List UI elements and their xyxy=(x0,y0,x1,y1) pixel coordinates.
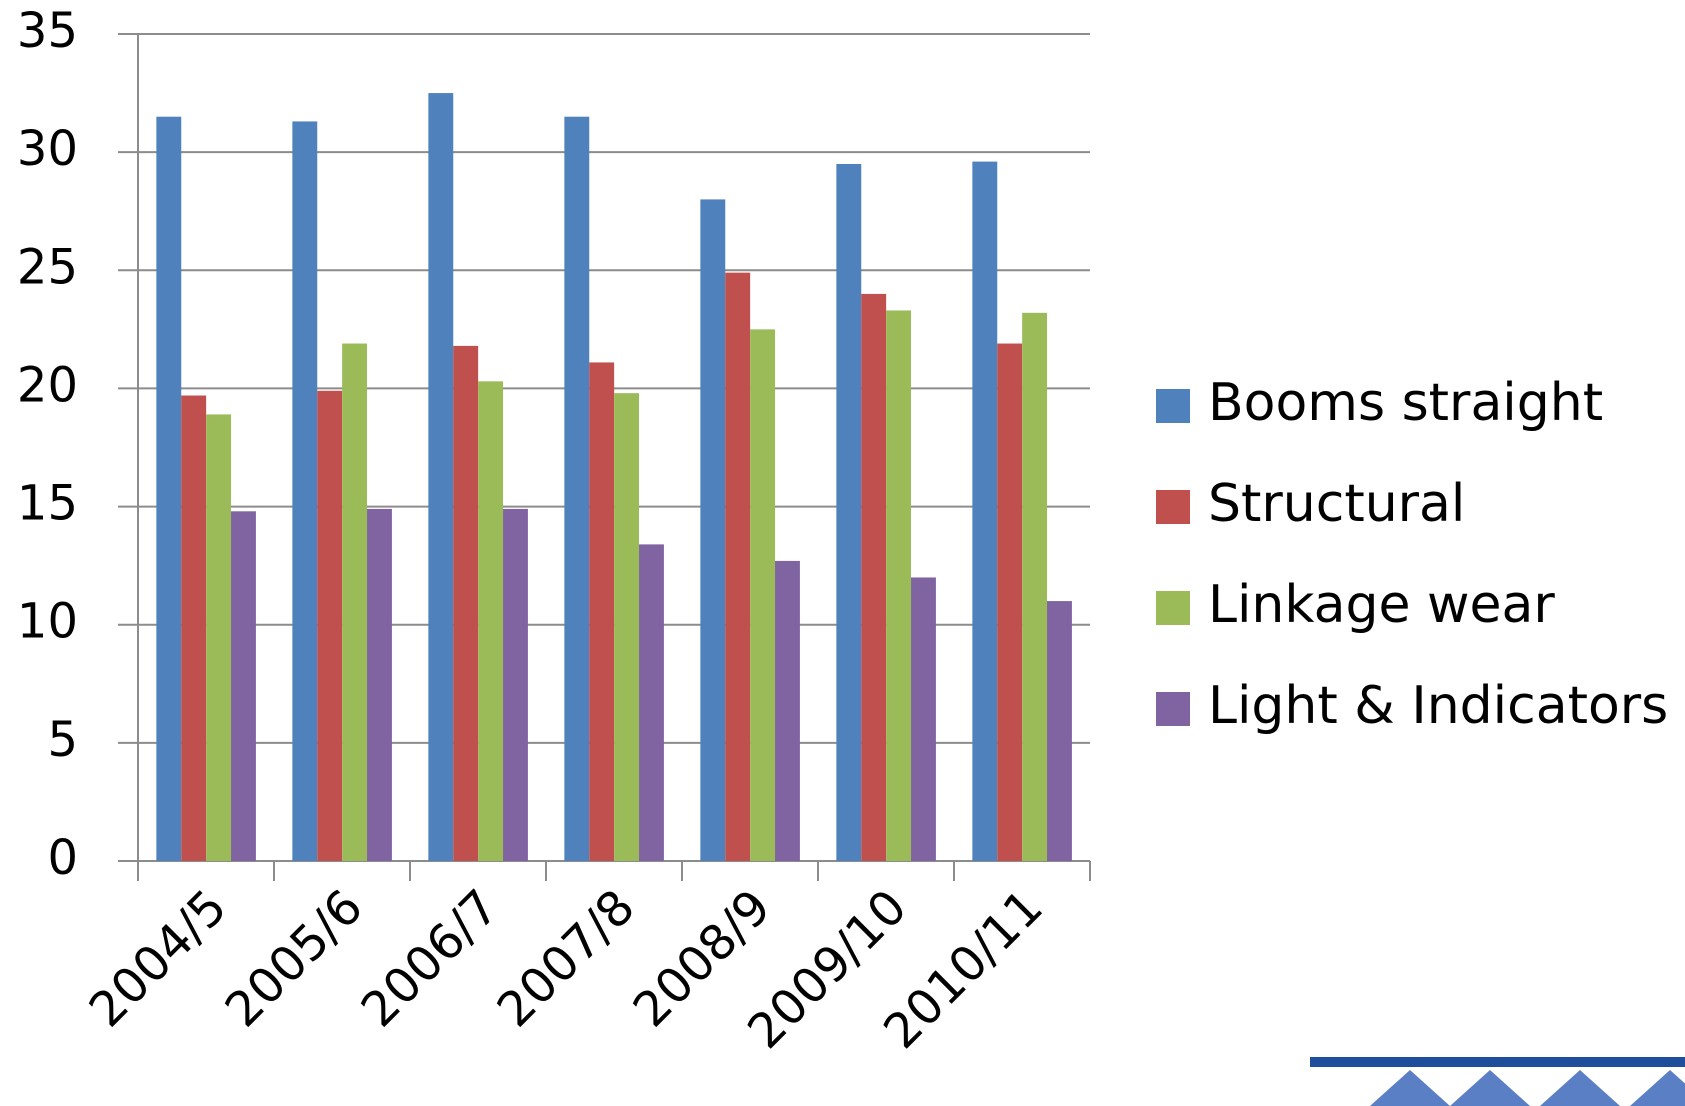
logo xyxy=(1310,1057,1685,1106)
bar xyxy=(503,508,528,861)
bar xyxy=(317,390,343,861)
bar xyxy=(1022,312,1048,861)
legend-label: Structural xyxy=(1208,474,1465,534)
y-tick-label: 10 xyxy=(17,594,78,650)
bar xyxy=(342,343,368,861)
bar xyxy=(292,121,318,861)
bar xyxy=(639,544,664,861)
x-tick-label: 2007/8 xyxy=(487,879,646,1038)
logo-shape xyxy=(1450,1070,1530,1106)
logo-shape xyxy=(1370,1070,1450,1106)
bar xyxy=(700,199,726,861)
y-tick-label: 0 xyxy=(47,830,78,886)
x-tick-label: 2005/6 xyxy=(215,879,374,1038)
legend-swatch xyxy=(1156,389,1190,423)
bar xyxy=(231,511,256,861)
bar xyxy=(725,272,751,861)
logo-bar xyxy=(1310,1057,1685,1067)
bar xyxy=(997,343,1023,861)
y-tick-label: 20 xyxy=(17,357,78,413)
logo-shape xyxy=(1630,1070,1685,1106)
y-tick-label: 25 xyxy=(17,239,78,295)
bar xyxy=(478,381,504,861)
bar xyxy=(972,161,998,861)
y-tick-label: 30 xyxy=(17,121,78,177)
bar xyxy=(564,116,590,861)
bar xyxy=(861,293,887,861)
logo-shape xyxy=(1540,1070,1620,1106)
y-tick-label: 5 xyxy=(47,712,78,768)
bar xyxy=(156,116,182,861)
x-tick-label: 2006/7 xyxy=(351,879,510,1038)
bar xyxy=(181,395,207,861)
y-tick-label: 35 xyxy=(17,3,78,59)
legend-swatch xyxy=(1156,490,1190,524)
bar xyxy=(886,310,912,861)
x-tick-label: 2004/5 xyxy=(79,879,238,1038)
bar xyxy=(1047,601,1072,861)
bar xyxy=(589,362,615,861)
bar xyxy=(750,329,776,861)
y-tick-label: 15 xyxy=(17,476,78,532)
legend-label: Booms straight xyxy=(1208,373,1603,433)
legend-label: Linkage wear xyxy=(1208,575,1555,635)
legend-swatch xyxy=(1156,692,1190,726)
bar xyxy=(428,93,454,862)
bar xyxy=(911,577,936,861)
legend-label: Light & Indicators xyxy=(1208,676,1668,736)
bar xyxy=(836,163,862,861)
bar xyxy=(775,560,800,861)
bar xyxy=(206,414,232,861)
legend-swatch xyxy=(1156,591,1190,625)
bar xyxy=(614,393,640,861)
bar xyxy=(453,345,479,861)
bar xyxy=(367,508,392,861)
